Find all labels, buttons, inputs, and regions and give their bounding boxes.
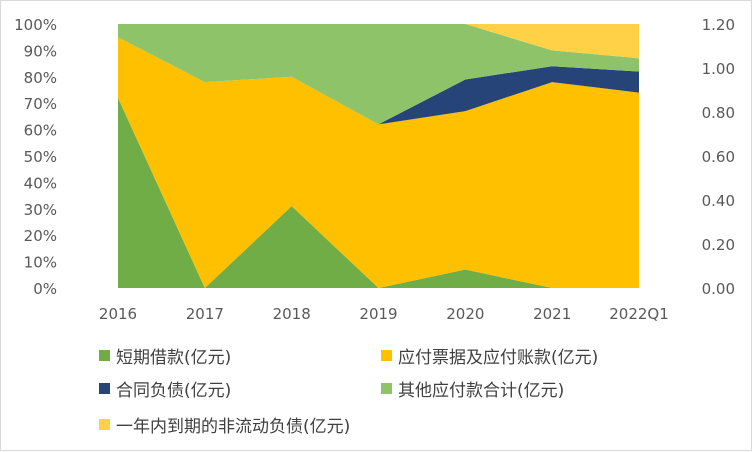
- left-axis-tick-label: 10%: [24, 254, 57, 272]
- left-axis: 0% 10% 20% 30% 40% 50% 60% 70% 80% 90% 100%: [14, 16, 57, 298]
- right-axis-tick-label: 0.00: [702, 280, 735, 298]
- x-axis-category-label: 2018: [273, 305, 311, 323]
- x-axis-category-label: 2022Q1: [609, 305, 669, 323]
- left-axis-tick-label: 80%: [24, 69, 57, 87]
- right-axis-tick-label: 0.60: [702, 148, 735, 166]
- area-series-5: [118, 24, 639, 59]
- right-axis-tick-label: 1.00: [702, 60, 735, 78]
- right-axis: 0.00 0.20 0.40 0.60 0.80 1.00 1.20: [702, 16, 735, 298]
- area-series-1: [118, 97, 639, 288]
- left-axis-tick-label: 100%: [14, 16, 57, 34]
- right-axis-tick-label: 0.80: [702, 104, 735, 122]
- area-series-4: [118, 24, 639, 125]
- left-axis-tick-label: 0%: [33, 280, 57, 298]
- right-axis-tick-label: 0.40: [702, 192, 735, 210]
- left-axis-tick-label: 20%: [24, 227, 57, 245]
- area-series-3: [118, 37, 639, 125]
- left-axis-tick-label: 40%: [24, 174, 57, 192]
- left-axis-tick-label: 50%: [24, 148, 57, 166]
- left-axis-tick-label: 60%: [24, 122, 57, 140]
- left-axis-tick-label: 30%: [24, 201, 57, 219]
- x-axis-category-label: 2020: [446, 305, 484, 323]
- left-axis-tick-label: 90%: [24, 42, 57, 60]
- x-axis: 2016 2017 2018 2019 2020 2021 2022Q1: [99, 305, 669, 323]
- right-axis-tick-label: 1.20: [702, 16, 735, 34]
- left-axis-tick-label: 70%: [24, 95, 57, 113]
- area-series-2: [118, 37, 639, 289]
- series-areas: [118, 24, 639, 289]
- x-axis-category-label: 2016: [99, 305, 137, 323]
- x-axis-category-label: 2017: [186, 305, 224, 323]
- x-axis-category-label: 2019: [359, 305, 397, 323]
- x-axis-category-label: 2021: [533, 305, 571, 323]
- right-axis-tick-label: 0.20: [702, 236, 735, 254]
